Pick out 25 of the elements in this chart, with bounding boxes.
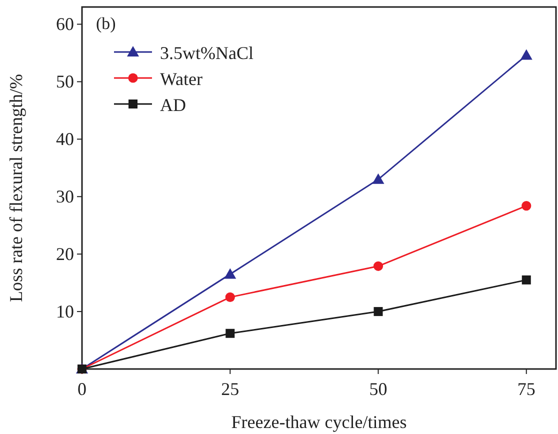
y-tick-label: 40 — [56, 129, 74, 150]
legend-label: 3.5wt%NaCl — [160, 43, 254, 63]
point — [372, 173, 384, 184]
annotation: (b) — [96, 14, 116, 33]
point — [374, 307, 383, 316]
point — [522, 275, 531, 284]
x-tick-label: 75 — [517, 379, 536, 399]
legend-label: AD — [160, 95, 186, 115]
y-tick-label: 10 — [56, 302, 74, 322]
point — [373, 261, 384, 271]
x-tick-label: 50 — [369, 379, 388, 399]
y-tick-label: 20 — [56, 244, 74, 264]
point — [224, 268, 236, 279]
y-tick-label: 50 — [56, 72, 74, 92]
point — [522, 201, 532, 211]
point — [520, 49, 532, 60]
y-tick-label: 30 — [56, 186, 74, 207]
point — [226, 328, 235, 338]
point — [225, 292, 235, 302]
x-tick-label: 0 — [78, 379, 86, 399]
x-axis-title: Freeze-thaw cycle/times — [231, 412, 407, 432]
legend-label: Water — [160, 69, 203, 89]
y-tick-label: 60 — [56, 14, 74, 34]
x-tick-label: 25 — [221, 379, 240, 399]
y-axis-title: Loss rate of flexural strength/% — [6, 74, 26, 302]
